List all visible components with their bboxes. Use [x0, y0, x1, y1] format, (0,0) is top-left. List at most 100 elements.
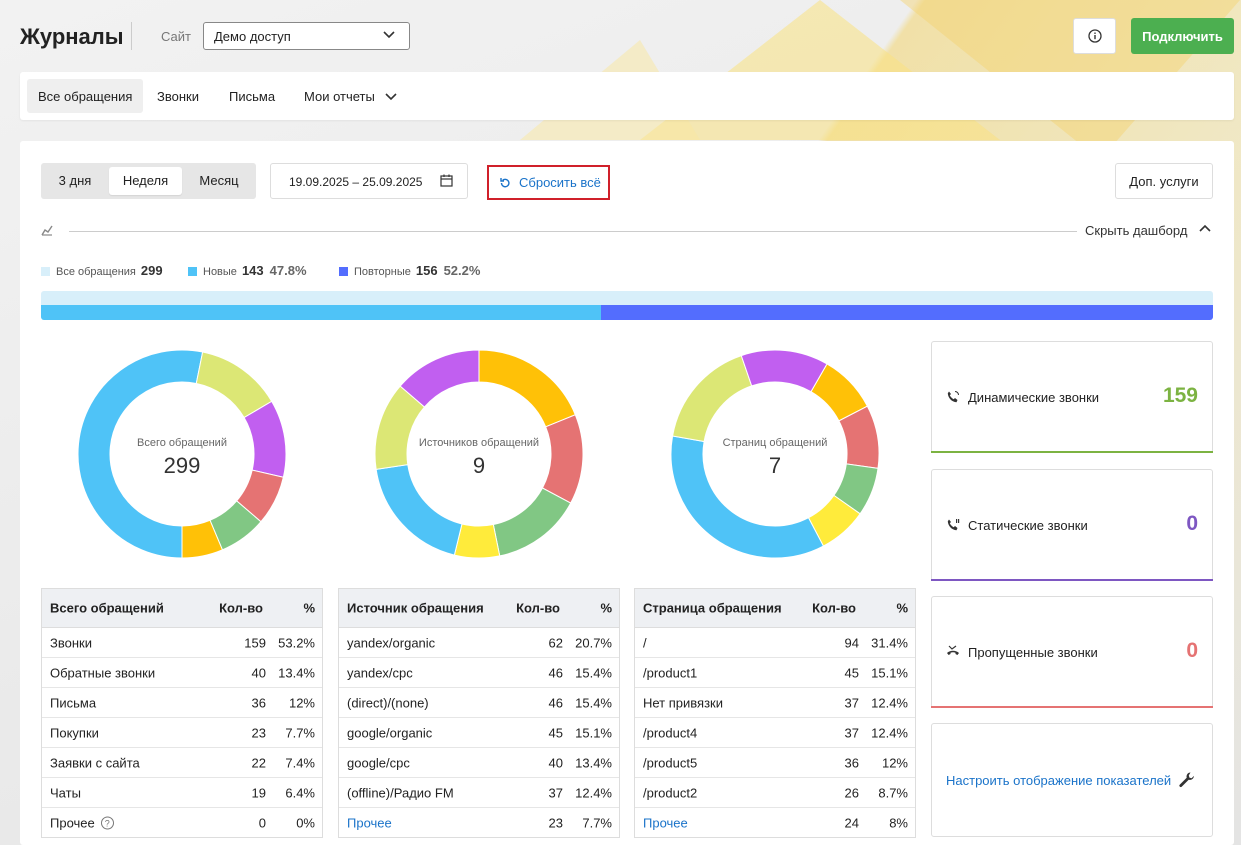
col-name-header: Всего обращений	[50, 600, 164, 616]
divider-line	[69, 231, 1077, 232]
row-name: Заявки с сайта	[50, 755, 140, 770]
tab-my-reports[interactable]: Мои отчеты	[293, 79, 407, 113]
donut-slice[interactable]	[399, 349, 480, 408]
wrench-icon[interactable]	[1178, 771, 1196, 789]
tab-my-reports-label: Мои отчеты	[304, 89, 375, 104]
donut-sources-value: 9	[472, 453, 486, 478]
extra-services-button[interactable]: Доп. услуги	[1115, 163, 1213, 199]
col-count-header: Кол-во	[516, 600, 560, 616]
period-month[interactable]: Месяц	[199, 173, 239, 188]
row-count: 62	[548, 635, 563, 650]
chart-icon	[41, 225, 53, 236]
configure-metrics-link[interactable]: Настроить отображение показателей	[946, 773, 1172, 788]
tabs-bar: Все обращения Звонки Письма Мои отчеты	[20, 72, 1234, 120]
main-panel: 3 дня Неделя Месяц 19.09.2025 – 25.09.20…	[20, 141, 1234, 845]
other-sources-link[interactable]: Прочее	[347, 815, 392, 831]
phone-missed-icon	[947, 645, 959, 655]
card-static-calls[interactable]: Статические звонки 0	[931, 469, 1213, 581]
bar-new-vs-repeat	[41, 305, 1213, 320]
row-count: 45	[844, 665, 859, 680]
table-header: Всего обращений Кол-во %	[42, 589, 322, 628]
row-pct: 7.7%	[285, 725, 315, 740]
tab-emails[interactable]: Письма	[229, 89, 276, 104]
card-missed-calls[interactable]: Пропущенные звонки 0	[931, 596, 1213, 708]
row-name: Покупки	[50, 725, 99, 740]
legend-all-swatch	[41, 267, 50, 276]
row-count: 46	[548, 695, 563, 710]
period-week[interactable]: Неделя	[109, 167, 182, 195]
donut-slice[interactable]	[181, 519, 224, 559]
legend-repeat-pct: 52.2%	[443, 263, 481, 278]
table-sources: Источник обращения Кол-во % yandex/organ…	[338, 588, 620, 838]
donut-slice[interactable]	[740, 349, 828, 393]
row-name: Обратные звонки	[50, 665, 156, 680]
row-pct: 7.4%	[285, 755, 315, 770]
donut-sources: Источников обращений 9	[374, 349, 584, 559]
chevron-up-icon[interactable]	[1199, 224, 1211, 232]
hide-dashboard-button[interactable]: Скрыть дашборд	[1085, 223, 1188, 238]
row-name: Чаты	[50, 785, 81, 800]
table-row: (direct)/(none) 46 15.4%	[339, 688, 619, 718]
row-pct: 12%	[881, 755, 908, 770]
table-row: Прочее 23 7.7%	[339, 808, 619, 838]
donut-slice[interactable]	[77, 349, 204, 559]
col-count-header: Кол-во	[219, 600, 263, 616]
row-pct: 6.4%	[285, 785, 315, 800]
row-name: google/organic	[347, 725, 433, 740]
row-name: /product5	[643, 755, 698, 770]
row-count: 94	[844, 635, 859, 650]
row-pct: 20.7%	[575, 635, 612, 650]
row-count: 36	[251, 695, 266, 710]
help-icon[interactable]: ?	[100, 816, 114, 830]
donut-slice[interactable]	[671, 354, 753, 443]
donut-slice[interactable]	[478, 349, 576, 428]
info-button[interactable]	[1073, 18, 1116, 54]
row-count: 22	[251, 755, 266, 770]
row-pct: 12.4%	[575, 785, 612, 800]
site-label: Сайт	[161, 29, 191, 44]
row-count: 40	[251, 665, 266, 680]
donut-slice[interactable]	[492, 487, 572, 557]
reset-all-button[interactable]: Сбросить всё	[487, 165, 610, 200]
tab-all-requests[interactable]: Все обращения	[27, 79, 144, 113]
other-pages-link[interactable]: Прочее	[643, 815, 688, 831]
card-label: Статические звонки	[968, 518, 1088, 533]
row-pct: 15.4%	[575, 665, 612, 680]
row-count: 37	[844, 695, 859, 710]
donut-pages-value: 7	[768, 453, 782, 478]
donut-total-value: 299	[163, 453, 201, 478]
title-divider	[131, 22, 132, 50]
legend-repeat-swatch	[339, 267, 348, 276]
date-range-value: 19.09.2025 – 25.09.2025	[289, 175, 423, 189]
table-row: Письма 36 12%	[42, 688, 322, 718]
legend-new: Новые 143 47.8%	[188, 263, 307, 278]
row-name: /product4	[643, 725, 698, 740]
table-row: google/organic 45 15.1%	[339, 718, 619, 748]
card-label: Пропущенные звонки	[968, 645, 1098, 660]
period-3days[interactable]: 3 дня	[58, 173, 92, 188]
donut-slice[interactable]	[670, 435, 825, 559]
row-name: yandex/cpc	[347, 665, 413, 680]
donut-total-chart	[77, 349, 287, 559]
tab-calls[interactable]: Звонки	[157, 89, 199, 104]
table-row: /product2 26 8.7%	[635, 778, 915, 808]
table-header: Источник обращения Кол-во %	[339, 589, 619, 628]
card-dynamic-calls[interactable]: Динамические звонки 159	[931, 341, 1213, 453]
legend-new-value: 143	[241, 263, 264, 278]
header: Журналы Сайт Демо доступ Подключить	[0, 0, 1241, 72]
reset-all-label: Сбросить всё	[519, 175, 601, 190]
period-selector: 3 дня Неделя Месяц	[41, 163, 256, 199]
row-pct: 8.7%	[878, 785, 908, 800]
card-value: 0	[1186, 512, 1198, 535]
legend-repeat-value: 156	[415, 263, 438, 278]
table-row: yandex/organic 62 20.7%	[339, 628, 619, 658]
row-pct: 12%	[288, 695, 315, 710]
date-range-field[interactable]: 19.09.2025 – 25.09.2025	[270, 163, 468, 199]
table-row: /product5 36 12%	[635, 748, 915, 778]
site-select[interactable]: Демо доступ	[203, 22, 410, 50]
table-row: Покупки 23 7.7%	[42, 718, 322, 748]
bar-new-segment	[41, 305, 601, 320]
connect-button[interactable]: Подключить	[1131, 18, 1234, 54]
table-header: Страница обращения Кол-во %	[635, 589, 915, 628]
row-pct: 8%	[889, 815, 908, 831]
